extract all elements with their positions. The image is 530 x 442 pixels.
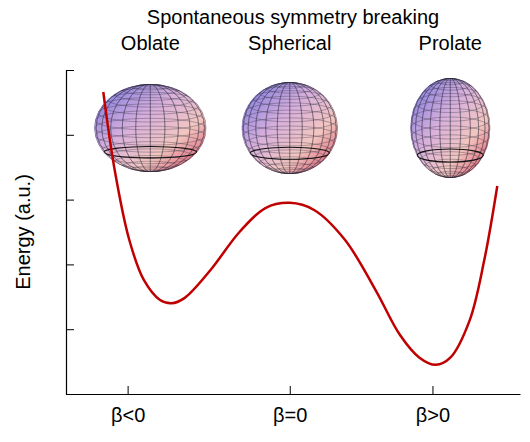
mesh-line xyxy=(136,84,165,172)
mesh-line xyxy=(111,84,190,172)
y-tick-mark xyxy=(66,264,74,265)
x-tick: β<0 xyxy=(111,386,145,426)
y-tick-mark xyxy=(66,329,74,330)
mesh-line xyxy=(422,78,479,178)
mesh-line xyxy=(102,84,199,172)
mesh-line xyxy=(248,82,331,174)
mesh-line xyxy=(266,82,314,174)
mesh-line xyxy=(440,78,461,178)
y-tick xyxy=(66,394,74,395)
x-tick-mark xyxy=(432,386,433,394)
mesh-line xyxy=(277,82,302,174)
mesh-line xyxy=(430,78,470,178)
mesh-line xyxy=(122,84,178,172)
mesh-line xyxy=(277,82,302,174)
mesh-line xyxy=(412,78,489,178)
mesh-line xyxy=(248,82,331,174)
y-tick xyxy=(66,329,74,330)
x-tick-label: β>0 xyxy=(416,404,450,426)
mesh-line xyxy=(430,78,470,178)
y-tick xyxy=(66,264,74,265)
mesh-line xyxy=(440,78,461,178)
y-axis xyxy=(66,71,74,395)
mesh-line xyxy=(243,82,336,174)
mesh-line xyxy=(422,78,479,178)
mesh-line xyxy=(242,82,338,174)
y-tick-mark xyxy=(66,200,74,201)
shape-label: Prolate xyxy=(419,32,482,54)
energy-curve xyxy=(103,92,497,365)
ellipsoid-mesh xyxy=(242,81,338,175)
mesh-line xyxy=(111,84,190,172)
x-tick-mark xyxy=(290,386,291,394)
mesh-line xyxy=(416,78,485,178)
x-tick: β=0 xyxy=(273,386,307,426)
y-axis-line xyxy=(66,71,67,395)
mesh-line xyxy=(289,82,290,174)
ellipsoid-body xyxy=(242,82,338,174)
ellipsoid xyxy=(94,83,206,173)
y-tick xyxy=(66,70,74,71)
mesh-line xyxy=(256,82,324,174)
mesh-line xyxy=(256,82,324,174)
ellipsoid xyxy=(242,81,338,175)
x-tick-mark xyxy=(128,386,129,394)
mesh-line xyxy=(150,84,151,172)
ellipsoid-body xyxy=(410,78,490,178)
y-tick xyxy=(66,200,74,201)
mesh-line xyxy=(410,78,490,178)
x-tick: β>0 xyxy=(416,386,450,426)
ellipsoid-body xyxy=(94,84,206,172)
mesh-line xyxy=(450,78,451,178)
equator xyxy=(250,147,330,159)
x-tick-label: β=0 xyxy=(273,404,307,426)
mesh-line xyxy=(266,82,314,174)
equator xyxy=(417,149,483,162)
x-axis-line xyxy=(67,394,521,395)
mesh-line xyxy=(136,84,165,172)
shape-label: Oblate xyxy=(121,32,180,54)
y-tick-mark xyxy=(66,70,74,71)
x-axis: β<0 β=0 β>0 xyxy=(67,386,521,426)
y-tick xyxy=(66,135,74,136)
equator xyxy=(104,146,197,157)
y-tick-mark xyxy=(66,394,74,395)
mesh-line xyxy=(416,78,485,178)
mesh-line xyxy=(102,84,199,172)
title: Spontaneous symmetry breaking xyxy=(147,6,439,28)
shape-label: Spherical xyxy=(248,32,331,54)
mesh-line xyxy=(94,84,206,172)
mesh-line xyxy=(243,82,336,174)
mesh-line xyxy=(412,78,489,178)
ellipsoid xyxy=(410,77,490,179)
chart: β<0 β=0 β>0 Spontaneous symmetry breaking Ob… xyxy=(0,0,530,442)
x-tick-label: β<0 xyxy=(111,404,145,426)
y-tick-mark xyxy=(66,135,74,136)
shapes xyxy=(94,77,490,179)
ellipsoid-mesh xyxy=(94,83,206,173)
mesh-line xyxy=(122,84,178,172)
plot-area xyxy=(103,92,497,365)
y-axis-title: Energy (a.u.) xyxy=(12,174,34,290)
ellipsoid-mesh xyxy=(410,77,490,179)
